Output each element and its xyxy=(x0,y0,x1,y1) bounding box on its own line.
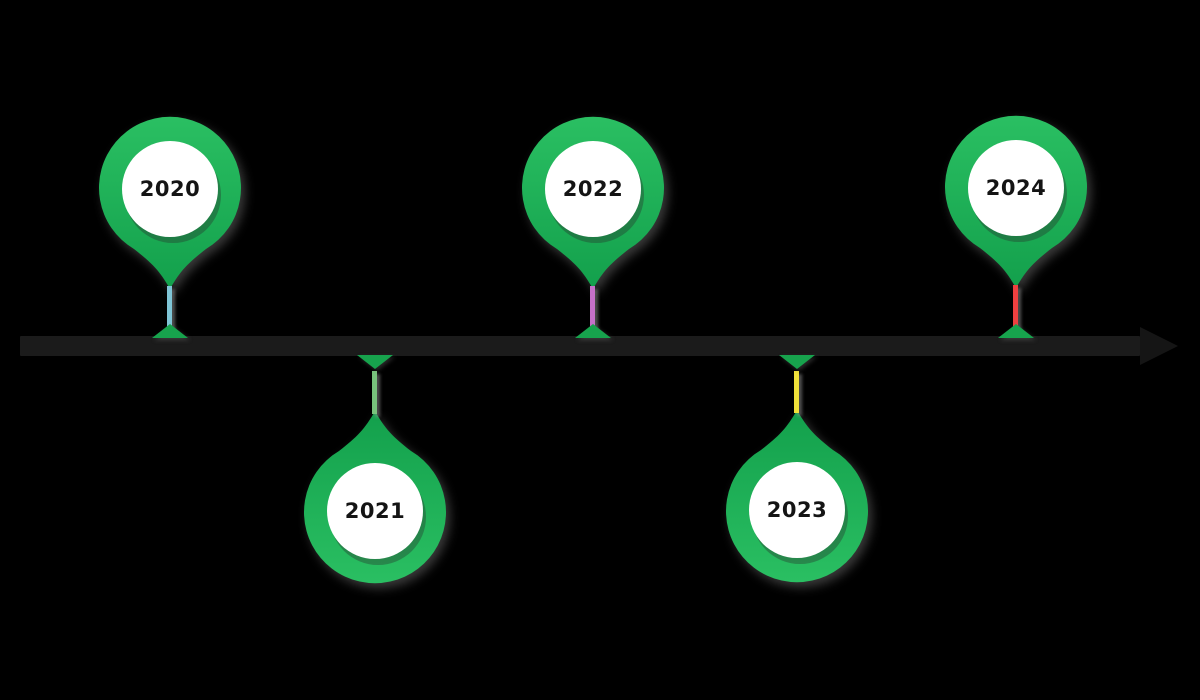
timeline-axis xyxy=(20,336,1140,356)
map-pin-icon: 2020 xyxy=(99,116,241,289)
year-label: 2023 xyxy=(767,498,827,522)
year-label: 2022 xyxy=(563,177,623,201)
base-notch-icon xyxy=(779,355,815,369)
connector-stem xyxy=(372,371,377,414)
map-pin-icon: 2023 xyxy=(726,410,868,583)
year-label: 2024 xyxy=(986,176,1046,200)
base-notch-icon xyxy=(357,355,393,369)
map-pin-icon: 2021 xyxy=(304,411,446,584)
base-notch-icon xyxy=(575,324,611,338)
base-notch-icon xyxy=(152,324,188,338)
year-label: 2020 xyxy=(140,177,200,201)
timeline-arrow-icon xyxy=(1140,327,1178,365)
map-pin-icon: 2024 xyxy=(945,115,1087,288)
base-notch-icon xyxy=(998,324,1034,338)
connector-stem xyxy=(167,286,172,331)
map-pin-icon: 2022 xyxy=(522,116,664,289)
connector-stem xyxy=(1013,285,1018,331)
year-label: 2021 xyxy=(345,499,405,523)
connector-stem xyxy=(590,286,595,331)
connector-stem xyxy=(794,371,799,413)
